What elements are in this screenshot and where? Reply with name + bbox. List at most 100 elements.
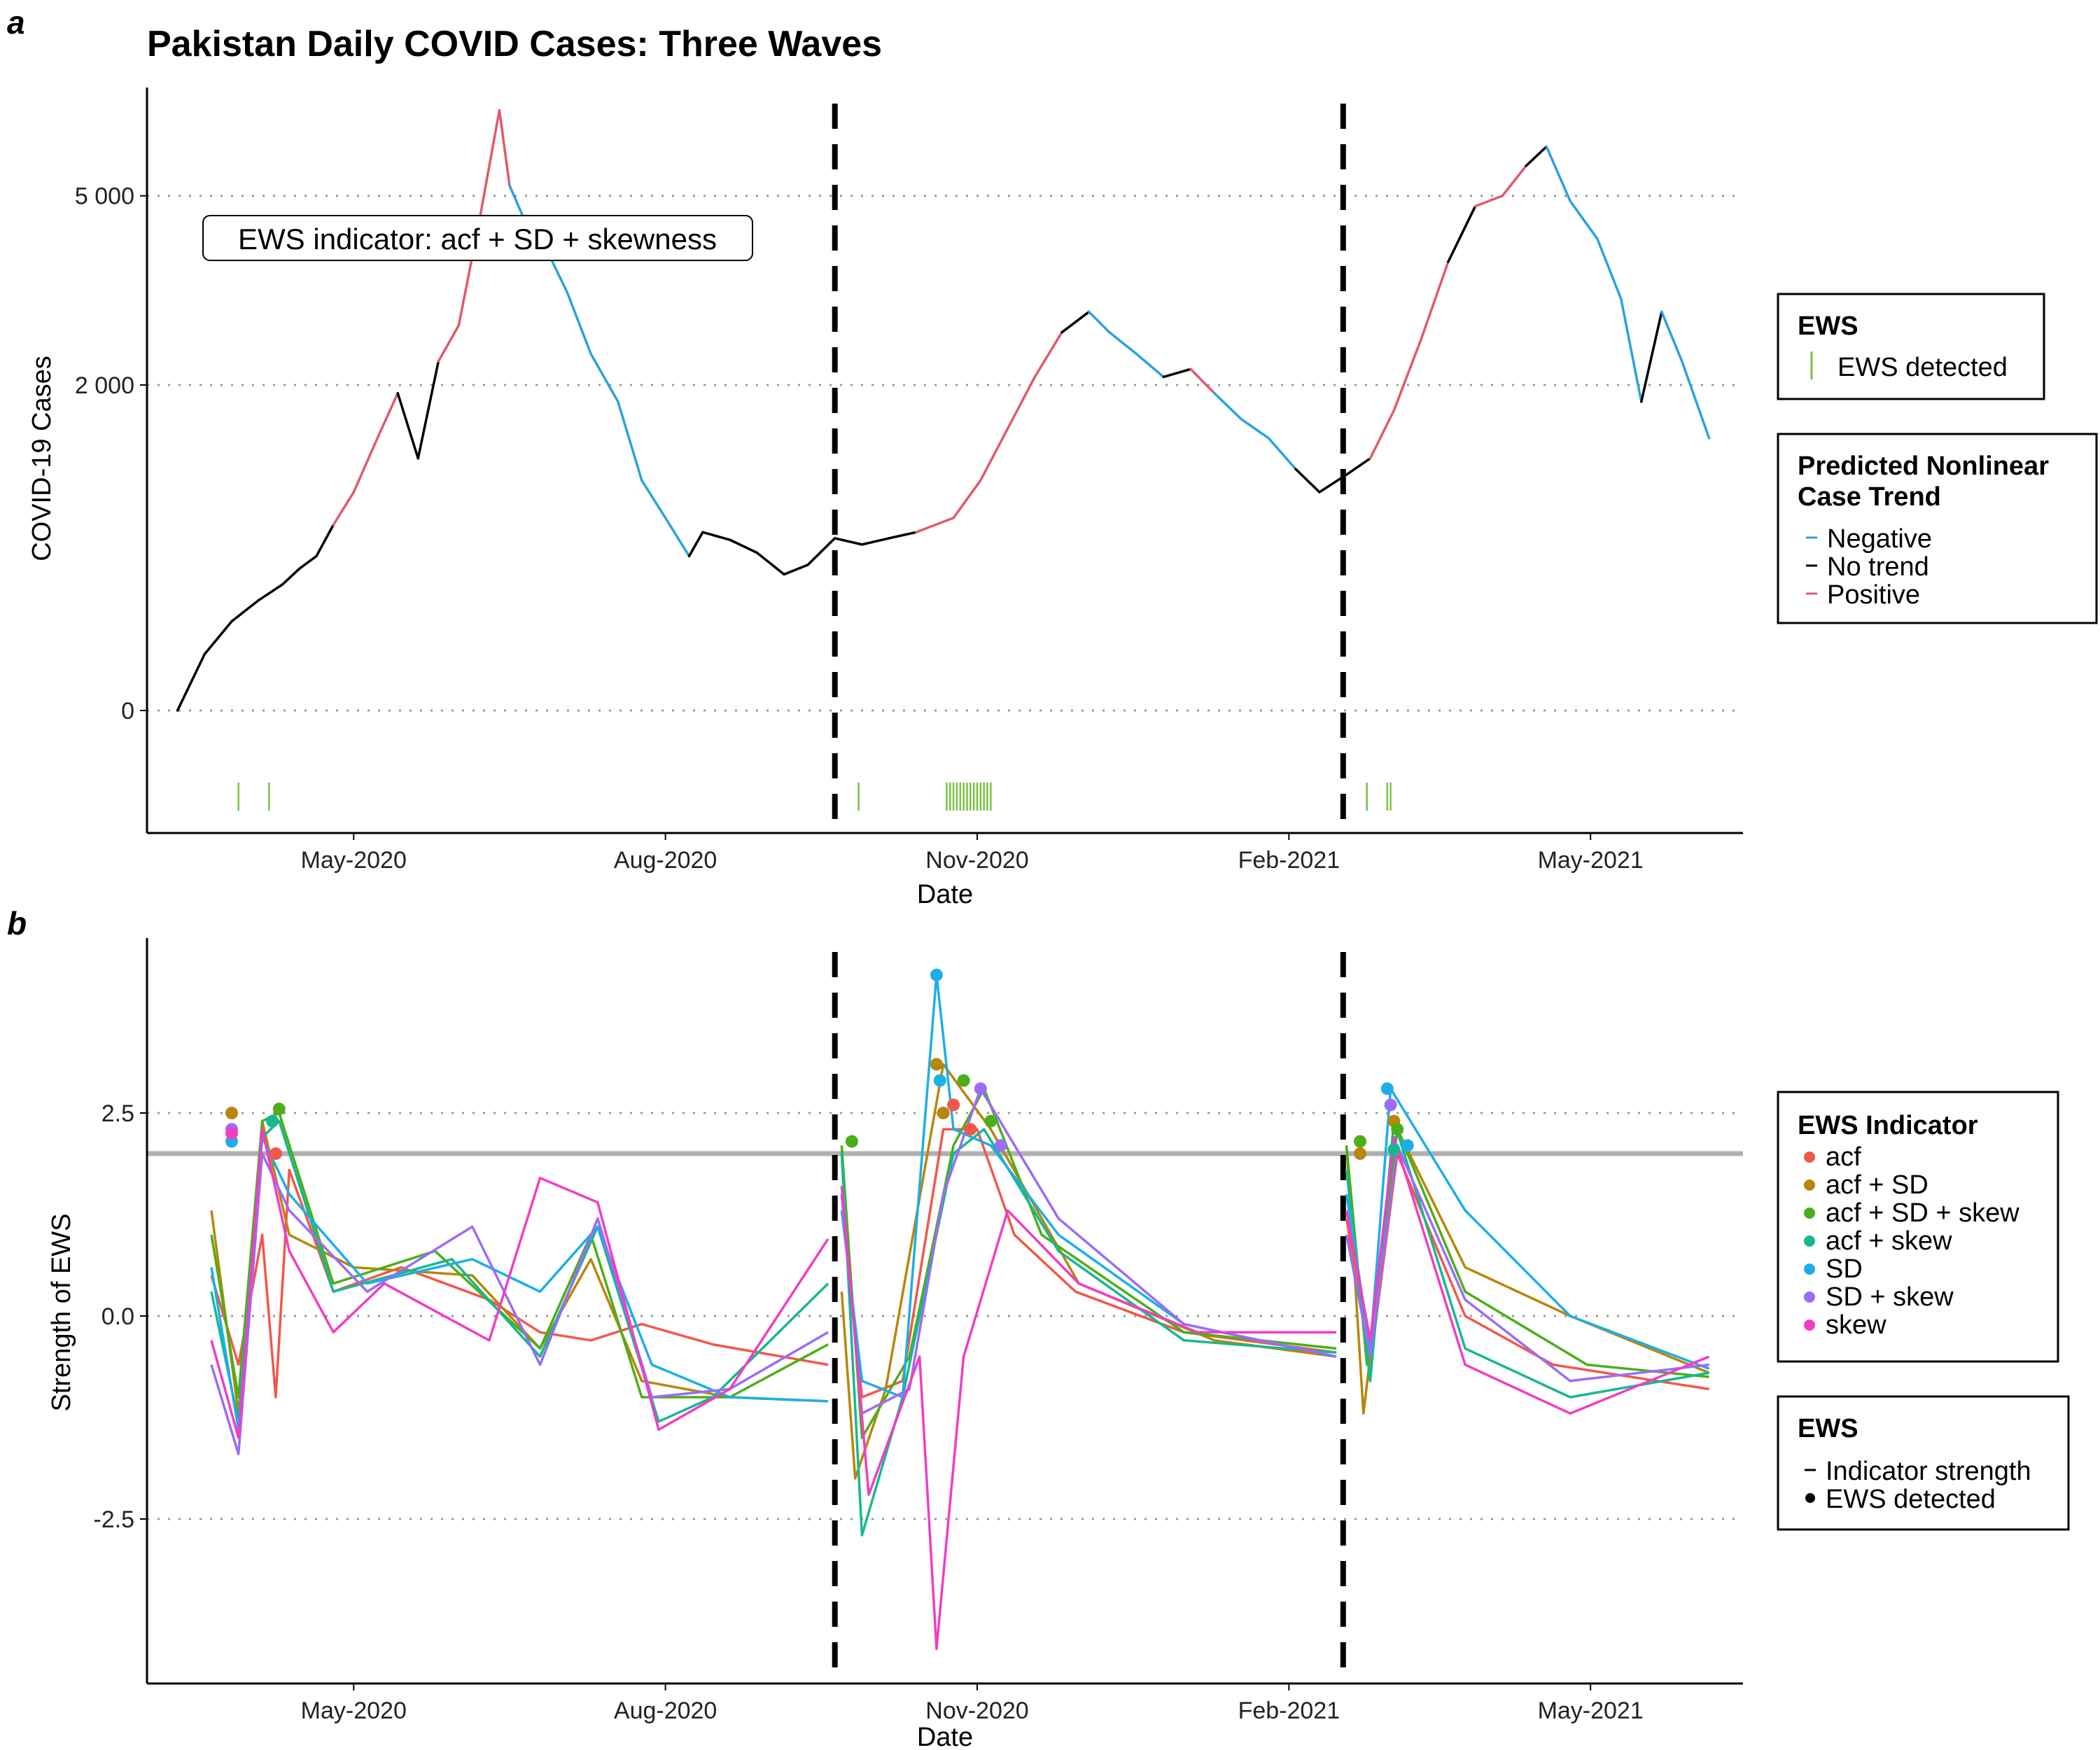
case-segment	[1162, 368, 1192, 379]
indicator-line-skew	[210, 1128, 830, 1439]
case-segment	[755, 551, 785, 576]
x-tick-label: Aug-2020	[614, 1698, 717, 1724]
legend-title: EWS Indicator	[1798, 1111, 1978, 1140]
case-segment	[1596, 237, 1623, 300]
ews-detected-point	[272, 1102, 286, 1116]
ews-detected-point	[845, 1135, 858, 1148]
ews-detected-point	[1353, 1135, 1366, 1148]
x-tick-label: Feb-2021	[1238, 847, 1340, 874]
case-segment	[1345, 457, 1372, 476]
indicator-line-acf-sd	[210, 1119, 829, 1415]
case-segment	[1213, 391, 1243, 421]
legend-box	[1777, 433, 2098, 624]
case-segment	[1006, 375, 1037, 430]
y-tick-label: 2.5	[102, 1100, 134, 1127]
case-segment	[1318, 473, 1348, 493]
case-segment	[1108, 330, 1138, 356]
y-tick-label: 0.0	[102, 1303, 134, 1330]
legend-item-positive: Positive	[1827, 580, 1920, 610]
ews-detected-point	[930, 968, 943, 981]
case-segment	[1033, 330, 1063, 379]
panel-b-ews-detected-points	[225, 968, 1414, 1160]
case-segment	[833, 537, 864, 546]
legend-item-ews-detected: EWS detected	[1826, 1485, 1996, 1514]
legend-item: SD + skew	[1826, 1282, 1954, 1312]
indicator-line-acf-skew	[210, 1119, 830, 1423]
case-segment	[640, 479, 667, 519]
indicator-line-sd-skew	[210, 1152, 829, 1455]
case-segment	[416, 360, 440, 460]
case-segment	[1189, 368, 1216, 395]
legend-title: EWS	[1798, 1414, 1858, 1443]
case-segment	[1392, 338, 1422, 412]
case-segment	[566, 290, 592, 356]
legend-title-line2: Case Trend	[1798, 482, 1941, 512]
panel-b-x-ticks: May-2020 Aug-2020 Nov-2020 Feb-2021 May-2021	[301, 1684, 1644, 1724]
x-tick-label: May-2020	[301, 1698, 407, 1724]
x-tick-label: Nov-2020	[925, 1698, 1028, 1724]
case-segment	[1619, 298, 1643, 403]
case-segment	[1368, 409, 1396, 460]
ews-detected-point	[1387, 1143, 1401, 1156]
case-segment	[1545, 145, 1572, 202]
panel-b-wave-boundaries	[832, 952, 1346, 1684]
case-segment	[1060, 310, 1091, 334]
ews-detected-point	[1353, 1147, 1366, 1160]
case-segment	[1420, 260, 1450, 341]
legend-item: SD	[1826, 1254, 1863, 1284]
panel-a-letter: a	[7, 4, 25, 41]
case-segment	[1525, 145, 1548, 167]
y-tick-label: 0	[121, 698, 134, 724]
panel-b-y-label: Strength of EWS	[47, 1213, 76, 1411]
panel-a-x-ticks: May-2020 Aug-2020 Nov-2020 Feb-2021 May-2021	[301, 833, 1644, 874]
case-segment	[1087, 310, 1111, 334]
legend-key-dot	[1804, 1320, 1815, 1331]
ews-detected-point	[1391, 1123, 1404, 1136]
panel-a-case-trend-line	[176, 108, 1711, 712]
case-segment	[783, 564, 809, 576]
case-segment	[230, 598, 260, 623]
ews-detected-point	[1384, 1098, 1397, 1112]
case-segment	[508, 184, 525, 218]
panel-a-x-label: Date	[917, 880, 973, 909]
indicator-line-acf	[1345, 1152, 1709, 1391]
case-segment	[352, 437, 379, 493]
ews-detected-point	[269, 1147, 282, 1160]
case-segment	[1501, 164, 1527, 197]
case-segment	[1135, 352, 1165, 379]
annotation-text: EWS indicator: acf + SD + skewness	[238, 223, 717, 255]
ews-detected-point	[974, 1082, 987, 1096]
y-tick-label: 5 000	[75, 183, 134, 210]
ews-detected-point	[225, 1107, 239, 1119]
case-segment	[437, 324, 461, 363]
case-segment	[203, 620, 233, 656]
case-segment	[298, 554, 318, 570]
legend-key-dot	[1804, 1180, 1815, 1191]
indicator-line-acf	[840, 1128, 1337, 1399]
legend-title-line1: Predicted Nonlinear	[1798, 451, 2049, 481]
indicator-line-acf-skew	[840, 1128, 1337, 1536]
ews-detected-point	[957, 1074, 970, 1087]
x-tick-label: Aug-2020	[614, 847, 717, 874]
y-tick-label: -2.5	[93, 1506, 134, 1533]
panel-b-x-label: Date	[917, 1723, 973, 1750]
legend-key-dot	[1804, 1292, 1815, 1303]
ews-detected-point	[930, 1058, 943, 1071]
case-segment	[728, 538, 759, 554]
legend-item: acf + skew	[1826, 1226, 1952, 1256]
indicator-line-sd-skew	[840, 1087, 1337, 1415]
legend-box	[1777, 1395, 2070, 1531]
case-segment	[806, 537, 836, 566]
legend-item-no-trend: No trend	[1827, 552, 1929, 582]
legend-key-dot	[1804, 1208, 1815, 1219]
chart-title: Pakistan Daily COVID Cases: Three Waves	[147, 24, 882, 64]
indicator-line-acf-skew	[1345, 1119, 1709, 1399]
case-segment	[477, 108, 501, 224]
case-segment	[860, 537, 890, 546]
legend-item: acf	[1826, 1142, 1861, 1172]
panel-a-wave-boundaries	[832, 104, 1346, 833]
case-segment	[176, 652, 206, 712]
panel-a-legend-trend: Predicted Nonlinear Case Trend Negative …	[1777, 433, 2098, 624]
